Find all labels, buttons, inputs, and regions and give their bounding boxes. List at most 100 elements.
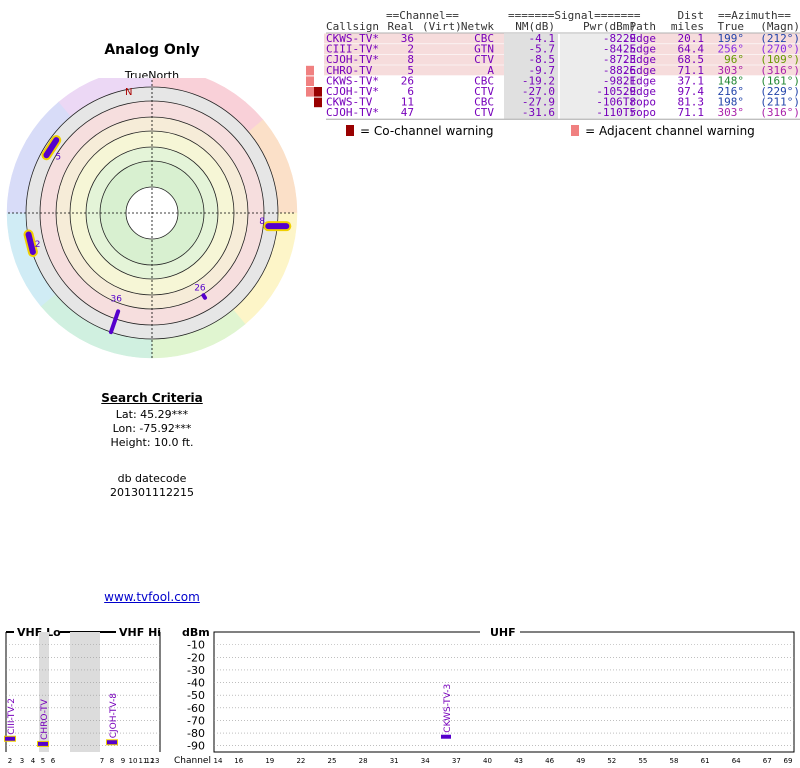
channel-marker-36	[108, 309, 121, 335]
signal-bar-label: CKWS-TV-3	[443, 684, 453, 733]
channel-gap-shade	[70, 632, 100, 752]
x-tick-label: 55	[638, 757, 647, 765]
table-cell: (212°)	[760, 32, 800, 45]
search-criteria: Search Criteria Lat: 45.29*** Lon: -75.9…	[0, 391, 304, 500]
table-cell: -19.2	[522, 74, 555, 87]
y-tick-label: -40	[187, 677, 205, 690]
co-channel-warning-swatch	[346, 125, 354, 136]
signal-bar-label: CHRO-TV	[40, 698, 50, 740]
table-cell: (270°)	[760, 43, 800, 56]
tvfool-link[interactable]: www.tvfool.com	[104, 590, 200, 604]
polar-band-sector	[151, 336, 178, 359]
row-band	[640, 54, 800, 65]
column-header: True	[718, 20, 745, 33]
row-band	[640, 44, 800, 55]
polar-plot-title: Analog Only	[104, 42, 200, 58]
table-cell: -88.6	[603, 64, 636, 77]
table-cell: -105.9	[596, 85, 636, 98]
channel-marker-5	[43, 137, 60, 159]
table-cell: 2Edge	[623, 85, 656, 98]
y-tick-label: -50	[187, 689, 205, 702]
y-tick-label: -80	[187, 727, 205, 740]
table-cell: 256°	[718, 43, 745, 56]
table-cell: 47	[401, 106, 414, 119]
section-vhf-hi: VHF Hi	[119, 626, 161, 639]
table-cell: 64.4	[678, 43, 705, 56]
table-cell: 303°	[718, 64, 745, 77]
table-cell: -84.5	[603, 43, 636, 56]
table-cell: CHRO-TV	[326, 64, 373, 77]
signal-bar	[441, 734, 451, 739]
x-tick-label: 22	[296, 757, 305, 765]
x-tick-label: 52	[607, 757, 616, 765]
table-cell: 2Edge	[623, 53, 656, 66]
x-tick-label: 40	[483, 757, 492, 765]
channel-marker-2	[25, 231, 36, 255]
table-cell: 96°	[724, 53, 744, 66]
x-tick-label: 11	[139, 757, 148, 765]
table-cell: -27.9	[522, 96, 555, 109]
table-cell: CJOH-TV*	[326, 106, 379, 119]
x-tick-label: 58	[670, 757, 679, 765]
x-tick-label: 4	[31, 757, 36, 765]
x-tick-label: 28	[359, 757, 368, 765]
table-cell: CTV	[474, 85, 494, 98]
column-header: Path	[630, 20, 657, 33]
table-cell: CJOH-TV*	[326, 85, 379, 98]
table-cell: -31.6	[522, 106, 555, 119]
channel-marker-label: 36	[111, 295, 123, 305]
group-header-dist: Dist	[678, 9, 705, 22]
uhf-label-bg	[480, 626, 520, 638]
table-cell: (229°)	[760, 85, 800, 98]
y-tick-label: -90	[187, 740, 205, 753]
channel-marker-label: 8	[259, 217, 265, 227]
x-tick-label: 25	[328, 757, 337, 765]
table-cell: (316°)	[760, 64, 800, 77]
table-cell: (316°)	[760, 106, 800, 119]
adjacent-warning-icon	[306, 76, 314, 86]
table-cell: CBC	[474, 32, 494, 45]
table-cell: -106.8	[596, 96, 636, 109]
table-cell: -27.0	[522, 85, 555, 98]
row-band	[324, 54, 504, 65]
table-cell: -5.7	[529, 43, 556, 56]
x-tick-label: 46	[545, 757, 554, 765]
channel-marker-label: 2	[35, 240, 41, 250]
table-cell: Tropo	[623, 96, 656, 109]
table-cell: CKWS-TV*	[326, 32, 379, 45]
uhf-frame	[213, 631, 795, 753]
table-cell: 2Edge	[623, 43, 656, 56]
table-cell: 2Edge	[623, 64, 656, 77]
x-tick-label: 49	[576, 757, 585, 765]
column-header: Pwr(dBm)	[583, 20, 636, 33]
channel-axis-label: Channel	[174, 756, 211, 766]
table-cell: (109°)	[760, 53, 800, 66]
x-tick-label: 61	[701, 757, 710, 765]
polar-band-sector	[126, 336, 153, 359]
table-cell: -87.3	[603, 53, 636, 66]
adjacent-warning-icon	[306, 87, 314, 97]
table-cell: 2Edge	[623, 32, 656, 45]
polar-band-sector	[6, 187, 29, 214]
table-cell: 71.1	[678, 106, 705, 119]
spectrum-chart: VHF Lo VHF Hi dBm UHF-10-20-30-40-50-60-70-…	[4, 626, 795, 766]
signal-bar	[38, 741, 48, 746]
row-band	[640, 65, 800, 76]
north-letter: N	[125, 87, 132, 98]
x-tick-label: 2	[8, 757, 12, 765]
table-cell: Tropo	[623, 106, 656, 119]
x-tick-label: 69	[784, 757, 793, 765]
x-tick-label: 13	[151, 757, 160, 765]
column-header: Netwk	[461, 20, 494, 33]
table-cell: 71.1	[678, 64, 705, 77]
row-band	[324, 65, 504, 76]
table-cell: 37.1	[678, 74, 705, 87]
